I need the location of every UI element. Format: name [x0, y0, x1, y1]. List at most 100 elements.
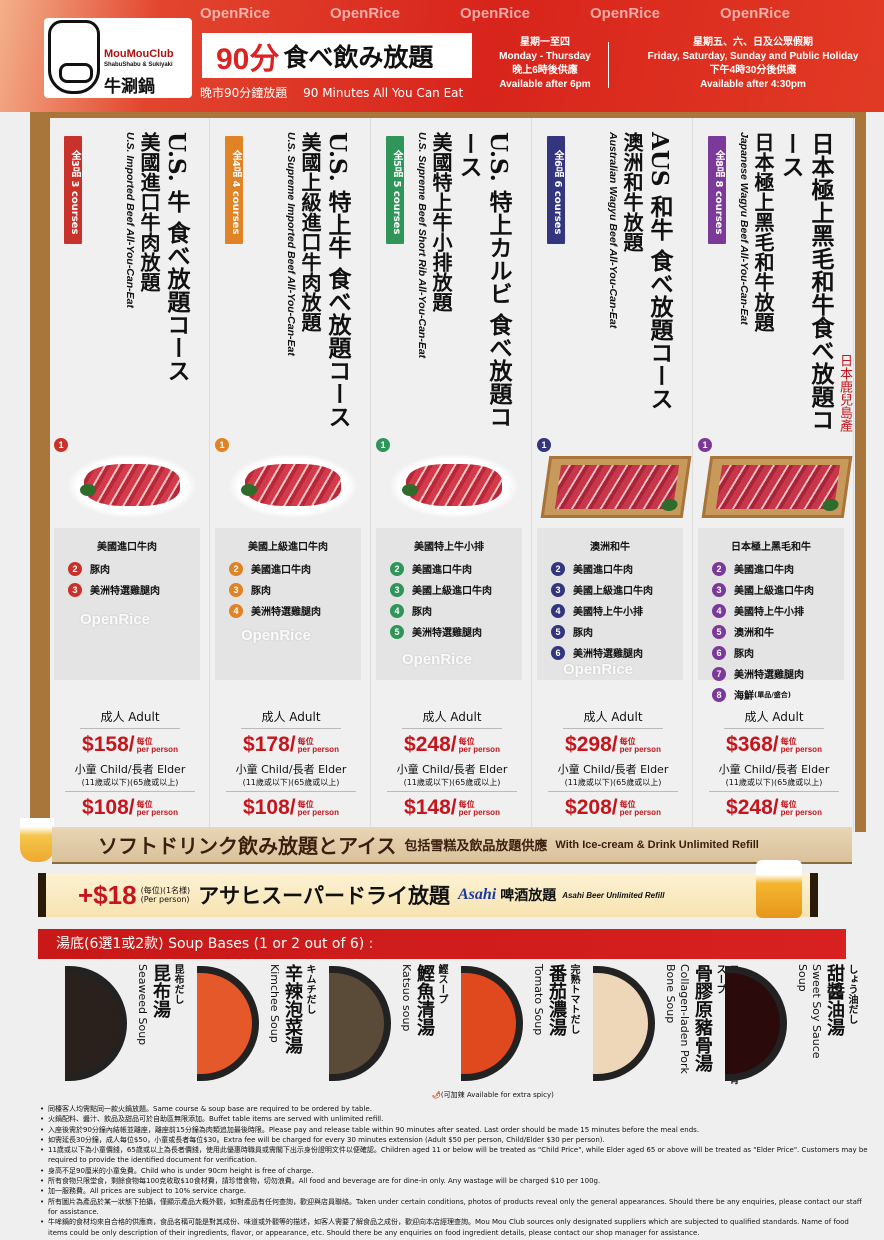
per-en: per person — [458, 808, 500, 817]
per-cn: 每位 — [297, 737, 314, 746]
soup-name-en: Seaweed Soup — [136, 964, 149, 1046]
course-title-cn: 日本極上黑毛和牛放題 — [751, 132, 775, 332]
course-title-jp: U.S. 特上カルビ 食べ放題コース — [455, 132, 512, 428]
meat-slices — [715, 465, 841, 509]
drink-jp: ソフトドリンク飲み放題とアイス — [98, 834, 397, 858]
per-en: per person — [136, 745, 178, 754]
item-number-4: 4 — [712, 603, 726, 618]
note-item: 加一服務費。All prices are subject to 10% serv… — [40, 1186, 870, 1197]
soup-item: キムチだし 辛辣泡菜湯 Kimchee Soup — [197, 964, 327, 1088]
note-item: 身高不足90厘米的小童免費。Child who is under 90cm he… — [40, 1166, 870, 1177]
course-prices: 成人 Adult $178/每位 per person 小童 Child/長者 Eld… — [211, 708, 371, 820]
price-slash: / — [450, 733, 457, 756]
weekday-hours: 星期一至四 Monday - Thursday 晚上6時後供應 Availabl… — [490, 36, 600, 92]
item-name: 美國上級進口牛肉 — [573, 586, 653, 597]
item-name: 美洲特選雞腿肉 — [90, 586, 160, 597]
per-en: per person — [297, 745, 339, 754]
soup-name-cn: 鰹魚清湯 — [414, 964, 435, 1036]
adult-label: 成人 Adult — [563, 708, 663, 729]
course-item-1: 美國上級進口牛肉 — [248, 542, 328, 553]
per-cn: 每位 — [136, 737, 153, 746]
weekend-en: Friday, Saturday, Sunday and Public Holi… — [647, 51, 859, 62]
item-number-1: 1 — [376, 438, 390, 452]
age-note: (11歲或以下)(65歲或以上) — [65, 777, 195, 792]
soup-item: コラーゲンたっぷりな豚骨スープ骨膠原豬骨湯Collagen-laden Pork… — [593, 964, 738, 1088]
course-count-badge: 全4品 4 courses — [225, 136, 243, 244]
course-title-cn: 美國特上牛小排放題 — [429, 132, 453, 312]
subtitle-en: 90 Minutes All You Can Eat — [303, 86, 464, 100]
note-item: 如需延長30分鐘，成人每位$50，小童或長者每位$30。Extra fee wi… — [40, 1135, 870, 1146]
item-number-5: 5 — [712, 624, 726, 639]
item-number-2: 2 — [229, 561, 243, 576]
adult-price-value: $178 — [243, 733, 290, 756]
child-elder-label: 小童 Child/長者 Elder — [557, 763, 669, 776]
soup-name-en: Sweet Soy Sauce Soup — [796, 964, 823, 1059]
item-number-3: 3 — [551, 582, 565, 597]
course-column: 全6品 6 courses AUS 和牛 食べ放題コース 澳洲和牛放題 Austral… — [533, 118, 693, 832]
item-number-1: 1 — [215, 438, 229, 452]
item-number-3: 3 — [68, 582, 82, 597]
course-frame: 全3品 3 courses U.S. 牛 食べ放題コース 美國進口牛肉放題 U.S. … — [30, 112, 866, 832]
soup-name: 完熟トマトだし 番茄濃湯 Tomato Soup — [531, 964, 580, 1088]
garnish — [241, 484, 257, 496]
child-price-value: $148 — [404, 796, 451, 819]
item-number-3: 3 — [712, 582, 726, 597]
per-en: per person — [136, 808, 178, 817]
course-item: 4 豚肉 — [376, 600, 522, 621]
age-note: (11歲或以下)(65歲或以上) — [709, 777, 839, 792]
per-person: 每位 per person — [781, 801, 822, 817]
item-number-2: 2 — [551, 561, 565, 576]
item-name: 美洲特選雞腿肉 — [251, 607, 321, 618]
item-number-1: 1 — [698, 438, 712, 452]
per-person: 每位 per person — [620, 801, 661, 817]
course-item: 6 豚肉 — [698, 642, 844, 663]
course-item: 8 海鮮 (單品/盛合) — [698, 684, 844, 705]
weekday-time-cn: 晚上6時後供應 — [512, 65, 578, 76]
course-item: 3 美國上級進口牛肉 — [537, 579, 683, 600]
drink-cn: 包括雪糕及飲品放題供應 — [404, 839, 548, 854]
item-name: 豚肉 — [251, 586, 271, 597]
asahi-logo: Asahi — [457, 886, 497, 903]
item-name: 豚肉 — [734, 649, 754, 660]
meat-slices — [554, 465, 680, 509]
divider — [608, 42, 609, 88]
course-items: 澳洲和牛 2 美國進口牛肉 3 美國上級進口牛肉 4 美國特上牛小排 5 豚肉 6 美洲特選雞腿肉 — [537, 528, 683, 680]
subtitle: 晚市90分鐘放題 90 Minutes All You Can Eat — [200, 84, 475, 101]
course-count-badge: 全3品 3 courses — [64, 136, 82, 244]
per-person: 每位 per person — [459, 738, 500, 754]
drink-en: With Ice-cream & Drink Unlimited Refill — [555, 838, 759, 851]
course-item: 5 豚肉 — [537, 621, 683, 642]
meat-tray-image — [701, 456, 853, 518]
course-item-1: 澳洲和牛 — [590, 542, 630, 553]
per-cn: 每位 — [136, 800, 153, 809]
course-items: 美國特上牛小排 2 美國進口牛肉 3 美國上級進口牛肉 4 豚肉 5 美洲特選雞腿肉 — [376, 528, 522, 680]
beer-per-en: (Per person) — [140, 895, 190, 904]
course-title-block: U.S. 特上カルビ 食べ放題コース 美國特上牛小排放題 U.S. Supreme … — [415, 132, 513, 442]
course-item: 2 美國進口牛肉 — [537, 558, 683, 579]
item-name: 海鮮 — [734, 691, 754, 702]
item-number-5: 5 — [551, 624, 565, 639]
soup-item: 昆布だし 昆布湯 Seaweed Soup — [65, 964, 195, 1088]
course-title-en: U.S. Supreme Imported Beef All-You-Can-E… — [285, 132, 297, 356]
item-number-7: 7 — [712, 666, 726, 681]
brand-sub: ShabuShabu & Sukiyaki — [104, 62, 173, 68]
course-count-badge: 全5品 5 courses — [386, 136, 404, 244]
course-prices: 成人 Adult $158/每位 per person 小童 Child/長者 Eld… — [50, 708, 210, 820]
course-item: 3 美國上級進口牛肉 — [376, 579, 522, 600]
per-cn: 每位 — [619, 800, 636, 809]
soup-name-cn: 骨膠原豬骨湯 — [692, 964, 713, 1072]
price-slash: / — [611, 733, 618, 756]
weekend-time-en: Available after 4:30pm — [700, 79, 806, 90]
garnish — [80, 484, 96, 496]
child-elder-label: 小童 Child/長者 Elder — [718, 763, 830, 776]
course-title-jp: AUS 和牛 食べ放題コース — [646, 132, 673, 410]
course-item-1: 日本極上黑毛和牛 — [731, 542, 811, 553]
adult-price-value: $248 — [404, 733, 451, 756]
per-cn: 每位 — [458, 800, 475, 809]
beer-cn: 啤酒放題 — [500, 888, 557, 904]
cow-logo-icon — [48, 20, 100, 94]
course-column: 全8品 8 courses 日本極上黑毛和牛食べ放題コース 日本極上黑毛和牛放題 Ja… — [694, 118, 854, 832]
item-number-3: 3 — [390, 582, 404, 597]
price-slash: / — [611, 796, 618, 819]
soup-name-en: Katsuo soup — [400, 964, 413, 1032]
